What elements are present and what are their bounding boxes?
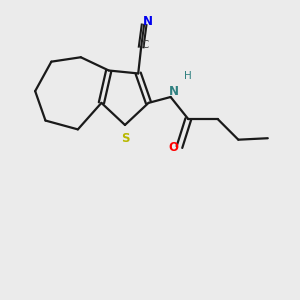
Text: S: S [121, 132, 129, 145]
Text: N: N [142, 15, 153, 28]
Text: O: O [169, 141, 178, 154]
Text: N: N [169, 85, 178, 98]
Text: C: C [141, 40, 148, 50]
Text: H: H [184, 71, 192, 81]
